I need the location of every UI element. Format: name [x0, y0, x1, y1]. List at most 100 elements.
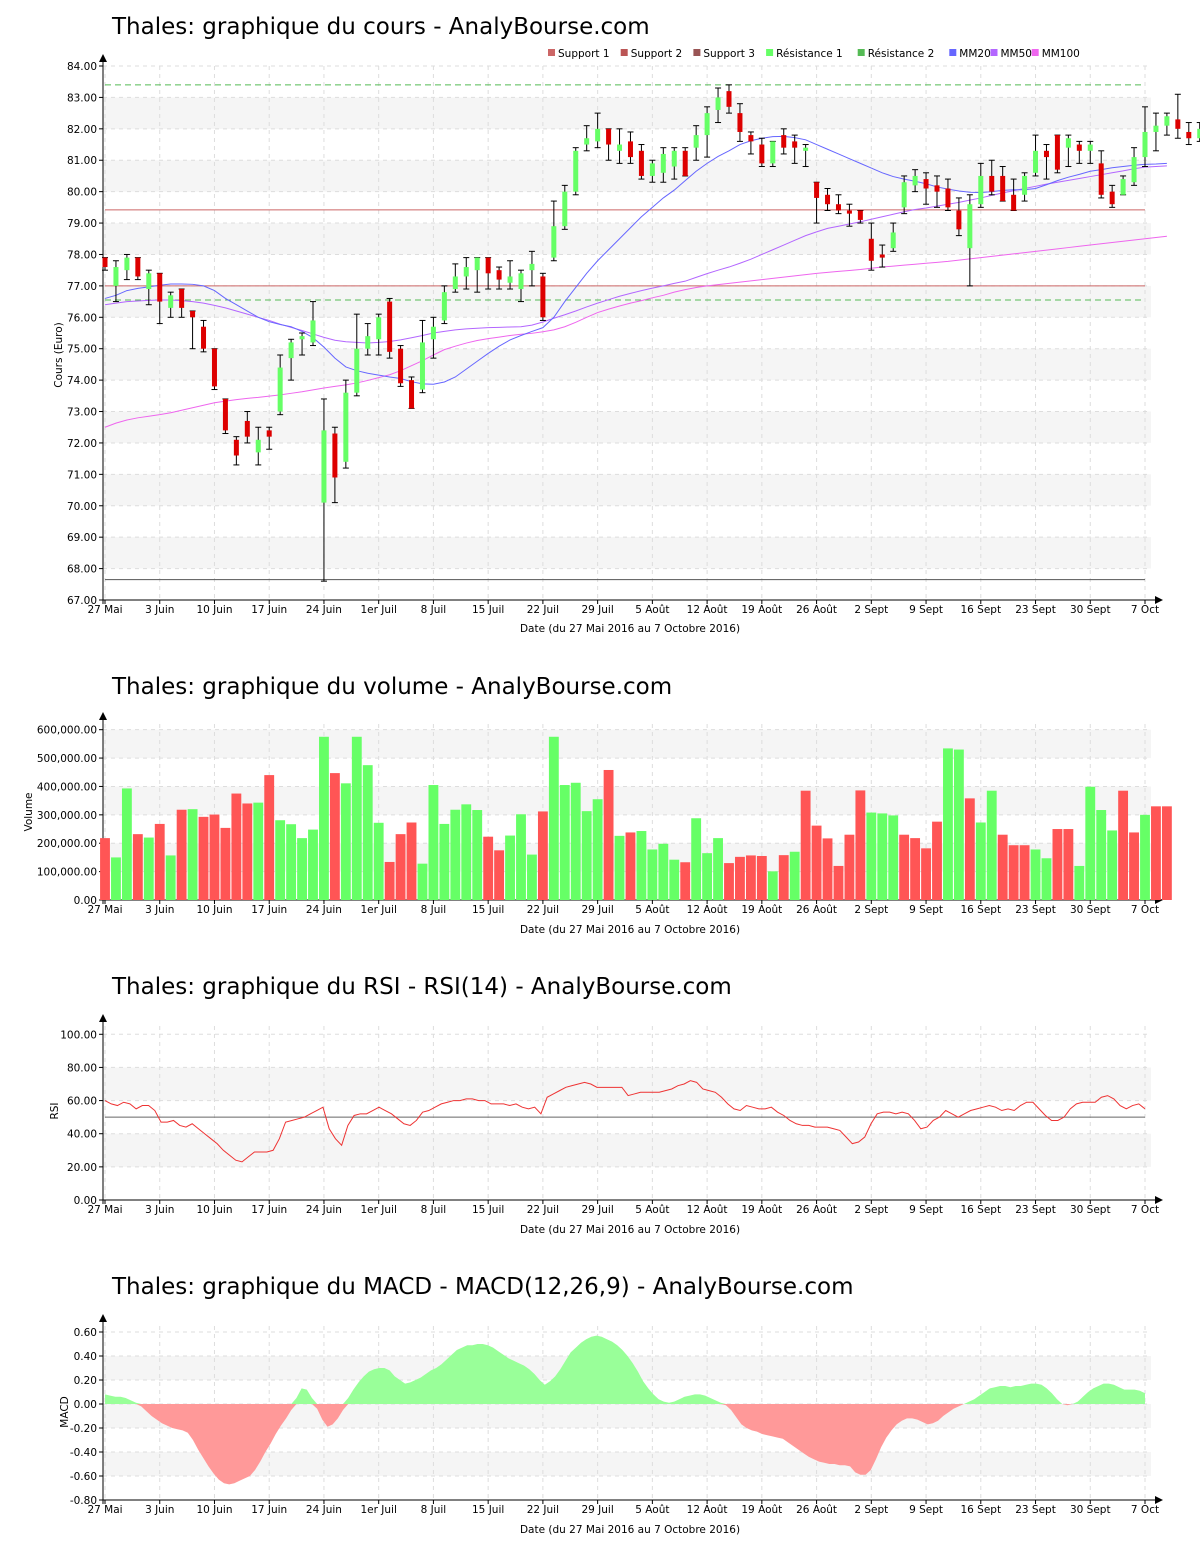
- candle-body: [956, 210, 962, 230]
- volume-bar: [1140, 814, 1150, 900]
- rsi-y-tick-label: 100.00: [60, 1029, 97, 1041]
- legend-swatch: [990, 49, 998, 56]
- rsi-x-tick-label: 23 Sept: [1015, 1204, 1056, 1216]
- candle-body: [310, 320, 316, 343]
- candle-body: [452, 276, 458, 290]
- volume-y-tick-label: 100,000.00: [37, 867, 97, 879]
- volume-bar: [1008, 845, 1019, 900]
- candle-body: [1164, 116, 1170, 126]
- volume-bar: [811, 825, 822, 900]
- volume-y-tick-label: 300,000.00: [37, 810, 97, 822]
- rsi-x-tick-label: 19 Août: [741, 1204, 782, 1216]
- rsi-grid-band: [103, 1067, 1151, 1101]
- rsi-chart-title: Thales: graphique du RSI - RSI(14) - Ana…: [111, 974, 732, 1000]
- candle-body: [1153, 125, 1159, 132]
- volume-bar: [1063, 829, 1074, 900]
- volume-bar: [351, 736, 362, 900]
- volume-x-tick-label: 9 Sept: [909, 904, 943, 916]
- price-y-tick-label: 67.00: [67, 595, 97, 607]
- volume-bar: [1107, 830, 1118, 900]
- macd-grid-band: [103, 1452, 1151, 1476]
- volume-x-tick-label: 15 Juil: [472, 904, 504, 916]
- price-x-tick-label: 7 Oct: [1131, 604, 1159, 616]
- mm100-line: [104, 235, 1167, 428]
- volume-bar: [308, 829, 318, 900]
- volume-bar: [844, 834, 855, 900]
- volume-bar: [964, 798, 975, 900]
- volume-x-tick-label: 10 Juin: [196, 904, 232, 916]
- price-x-tick-label: 29 Juil: [581, 604, 613, 616]
- legend-swatch: [1031, 49, 1039, 56]
- candle-body: [573, 150, 579, 192]
- volume-bar: [483, 836, 494, 900]
- volume-bar: [625, 832, 636, 900]
- volume-bar: [855, 790, 866, 900]
- volume-bar: [669, 859, 680, 900]
- mm20-line: [104, 135, 1167, 385]
- rsi-chart: Thales: graphique du RSI - RSI(14) - Ana…: [49, 974, 1163, 1236]
- rsi-y-tick-label: 0.00: [74, 1195, 97, 1207]
- candle-body: [332, 433, 338, 478]
- price-y-tick-label: 76.00: [67, 312, 97, 324]
- volume-bar: [1030, 849, 1041, 900]
- volume-x-tick-label: 3 Juin: [145, 904, 174, 916]
- macd-chart-title: Thales: graphique du MACD - MACD(12,26,9…: [111, 1274, 853, 1300]
- candle-body: [518, 273, 524, 290]
- volume-x-tick-label: 8 Juil: [421, 904, 447, 916]
- price-x-tick-label: 9 Sept: [909, 604, 943, 616]
- macd-x-tick-label: 15 Juil: [472, 1504, 504, 1516]
- candle-body: [748, 135, 754, 142]
- price-x-tick-label: 16 Sept: [960, 604, 1001, 616]
- volume-x-axis-label: Date (du 27 Mai 2016 au 7 Octobre 2016): [520, 924, 740, 936]
- legend-swatch: [620, 49, 628, 56]
- volume-bar: [1052, 829, 1063, 900]
- volume-bar: [319, 736, 329, 900]
- price-x-tick-label: 12 Août: [687, 604, 728, 616]
- candle-body: [507, 276, 513, 283]
- macd-y-axis-arrow: [99, 1314, 107, 1322]
- volume-bar: [439, 823, 450, 900]
- volume-bar: [614, 835, 625, 900]
- volume-bar: [899, 834, 910, 900]
- macd-positive-area: [105, 1335, 1145, 1404]
- price-y-tick-label: 75.00: [67, 344, 97, 356]
- candle-body: [945, 188, 951, 208]
- volume-y-axis-label: Volume: [23, 792, 35, 831]
- volume-bar: [789, 851, 800, 900]
- volume-bar: [833, 865, 844, 900]
- volume-x-tick-label: 5 Août: [635, 904, 669, 916]
- volume-bar: [953, 749, 964, 900]
- legend-swatch: [548, 49, 555, 56]
- candle-body: [485, 257, 491, 274]
- volume-bar: [132, 834, 143, 900]
- legend-swatch: [857, 49, 865, 56]
- candle-body: [1011, 194, 1017, 211]
- candle-body: [222, 398, 228, 431]
- macd-x-tick-label: 9 Sept: [909, 1504, 943, 1516]
- candle-body: [792, 141, 798, 148]
- macd-x-tick-label: 23 Sept: [1015, 1504, 1056, 1516]
- volume-bar: [1096, 810, 1107, 900]
- volume-y-tick-label: 200,000.00: [37, 838, 97, 850]
- candle-body: [255, 439, 261, 453]
- volume-bar: [658, 843, 669, 900]
- volume-bar: [592, 799, 603, 900]
- volume-bar: [209, 814, 220, 900]
- price-grid-band: [103, 474, 1151, 506]
- price-x-tick-label: 10 Juin: [196, 604, 232, 616]
- macd-x-tick-label: 3 Juin: [145, 1504, 174, 1516]
- macd-y-tick-label: 0.60: [74, 1327, 97, 1339]
- volume-chart: Thales: graphique du volume - AnalyBours…: [23, 674, 1172, 936]
- rsi-x-tick-label: 9 Sept: [909, 1204, 943, 1216]
- candle-body: [1120, 179, 1126, 195]
- candle-body: [901, 182, 907, 208]
- candle-body: [1022, 175, 1028, 195]
- rsi-x-tick-label: 8 Juil: [421, 1204, 447, 1216]
- legend-label: MM100: [1042, 48, 1080, 60]
- rsi-x-axis-label: Date (du 27 Mai 2016 au 7 Octobre 2016): [520, 1224, 740, 1236]
- legend-label: Résistance 2: [868, 48, 935, 60]
- rsi-grid-band: [103, 1133, 1151, 1167]
- macd-x-tick-label: 8 Juil: [421, 1504, 447, 1516]
- volume-bar: [461, 804, 472, 900]
- price-grid-band: [103, 411, 1151, 443]
